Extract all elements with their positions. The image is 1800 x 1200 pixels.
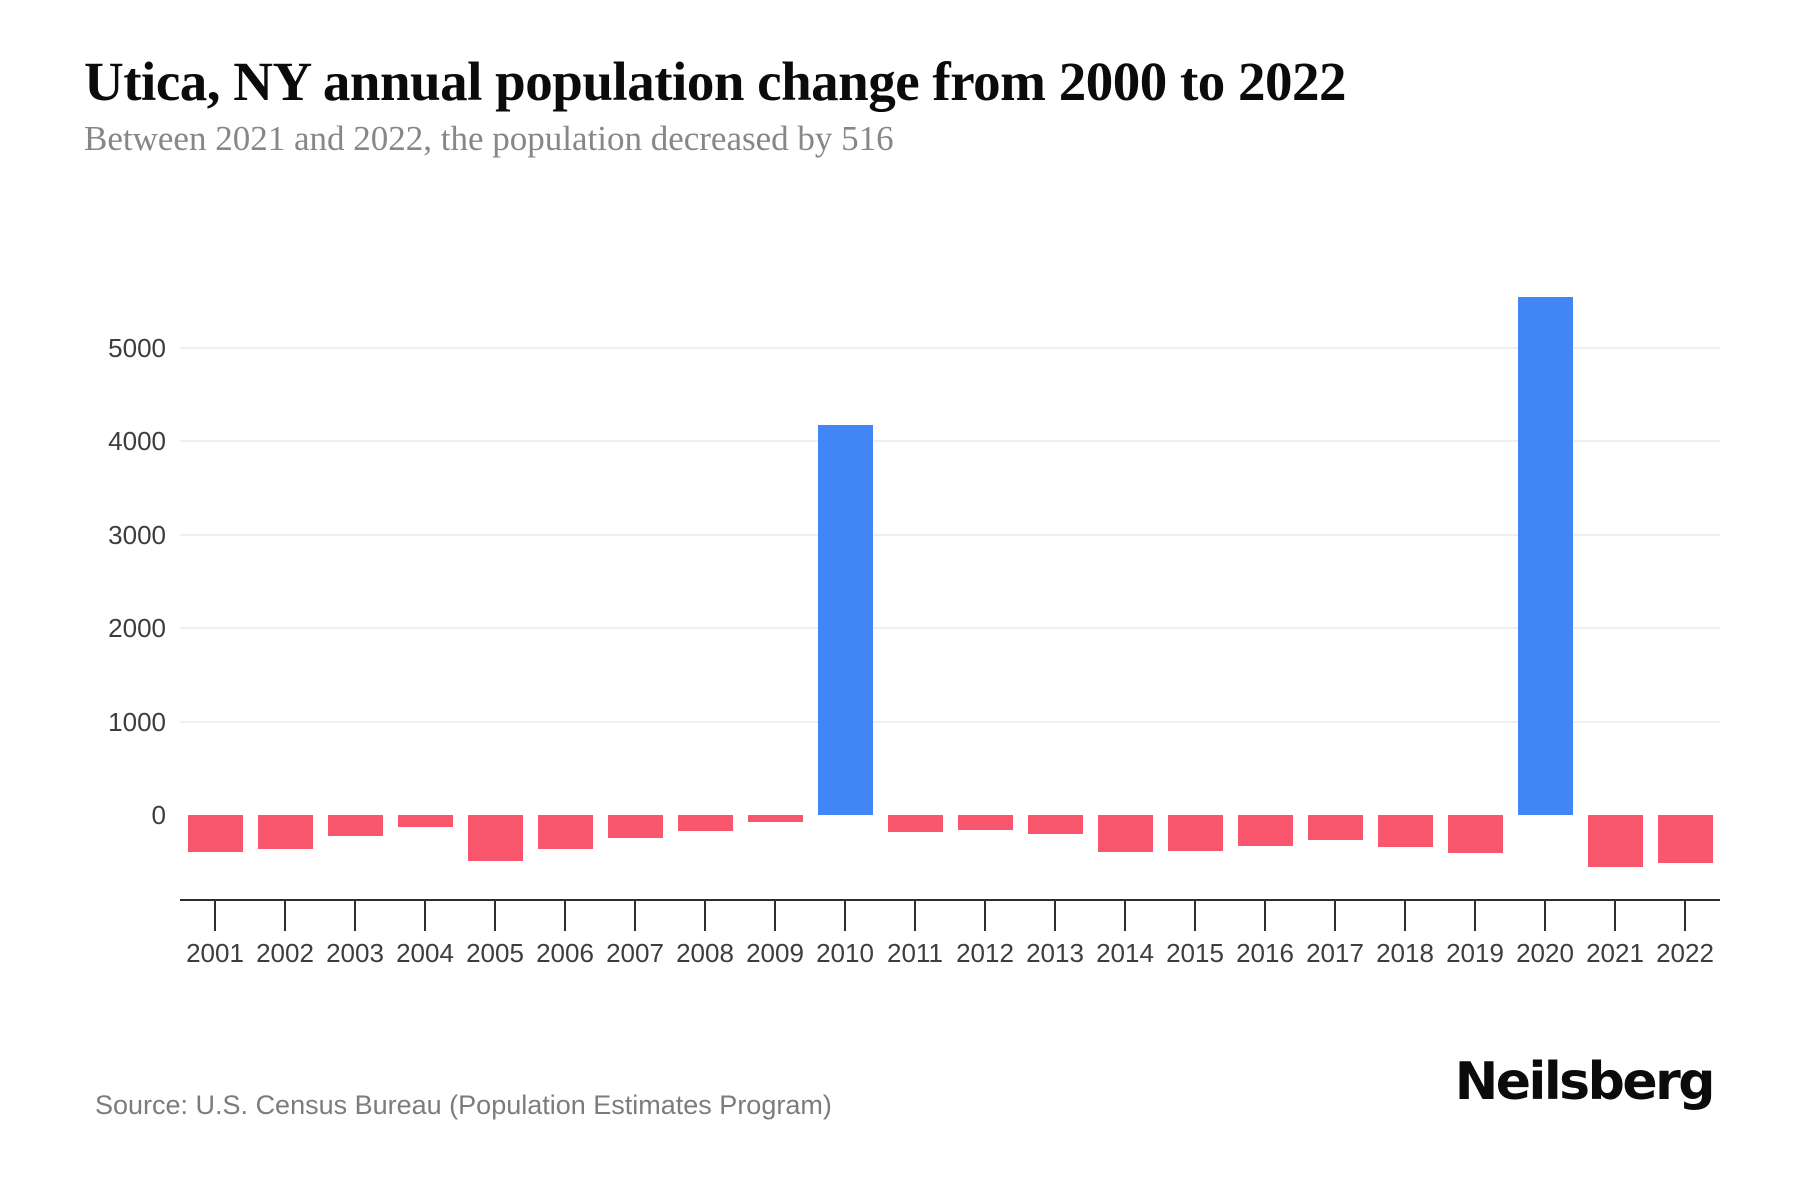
y-axis-label-4000: 4000 [108, 426, 166, 457]
y-axis-label-2000: 2000 [108, 613, 166, 644]
x-axis-label-2011: 2011 [887, 938, 943, 968]
x-axis-label-2001: 2001 [186, 938, 244, 968]
x-axis-label-2005: 2005 [466, 938, 524, 968]
y-axis-label-3000: 3000 [108, 519, 166, 550]
bar-2018[interactable] [1377, 815, 1433, 848]
chart-subtitle: Between 2021 and 2022, the population de… [84, 119, 894, 158]
x-axis-tick-2008 [704, 901, 706, 931]
x-axis-label-2010: 2010 [816, 938, 874, 968]
x-axis-label-2003: 2003 [326, 938, 384, 968]
bar-2015[interactable] [1167, 815, 1223, 851]
bar-2007[interactable] [607, 815, 663, 839]
bar-2022[interactable] [1657, 815, 1713, 864]
x-axis-tick-2014 [1124, 901, 1126, 931]
gridline-5000 [180, 347, 1720, 349]
x-axis-tick-2010 [844, 901, 846, 931]
x-axis-tick-2021 [1614, 901, 1616, 931]
x-axis-label-2007: 2007 [606, 938, 664, 968]
bar-2014[interactable] [1097, 815, 1153, 853]
x-axis-tick-2020 [1544, 901, 1546, 931]
y-axis-label-0: 0 [151, 800, 166, 830]
x-axis-tick-2018 [1404, 901, 1406, 931]
x-axis-label-2004: 2004 [396, 938, 454, 968]
x-axis-label-2020: 2020 [1516, 938, 1574, 968]
y-axis-label-1000: 1000 [108, 706, 166, 737]
source-note: Source: U.S. Census Bureau (Population E… [95, 1090, 832, 1120]
bar-2001[interactable] [187, 815, 243, 853]
x-axis-label-2016: 2016 [1236, 938, 1294, 968]
bar-2006[interactable] [537, 815, 593, 849]
x-axis-tick-2013 [1054, 901, 1056, 931]
bar-2002[interactable] [257, 815, 313, 849]
gridline-3000 [180, 533, 1720, 536]
neilsberg-logo: Neilsberg [1454, 1052, 1716, 1112]
x-axis-label-2017: 2017 [1306, 938, 1364, 968]
x-axis-tick-2005 [494, 901, 496, 931]
x-axis-label-2006: 2006 [536, 938, 594, 968]
x-axis-tick-2009 [774, 901, 776, 931]
x-axis-label-2009: 2009 [746, 938, 804, 968]
bar-2010[interactable] [817, 425, 873, 815]
x-axis-tick-2015 [1194, 901, 1196, 931]
x-axis-tick-2004 [424, 901, 426, 931]
bar-2019[interactable] [1447, 815, 1503, 853]
x-axis-label-2019: 2019 [1446, 938, 1504, 968]
gridline-4000 [180, 440, 1720, 443]
bar-2005[interactable] [467, 815, 523, 861]
x-axis-tick-2006 [564, 901, 566, 931]
x-axis-tick-2003 [354, 901, 356, 931]
x-axis-tick-2007 [634, 901, 636, 931]
x-axis-tick-2016 [1264, 901, 1266, 931]
bar-2003[interactable] [327, 815, 383, 836]
x-axis-line [180, 899, 1720, 901]
x-axis-tick-2002 [284, 901, 286, 931]
x-axis-tick-2012 [984, 901, 986, 931]
x-axis-label-2012: 2012 [956, 938, 1014, 968]
chart-title: Utica, NY annual population change from … [84, 51, 1347, 112]
x-axis-tick-2019 [1474, 901, 1476, 931]
x-axis-tick-2017 [1334, 901, 1336, 931]
y-axis-label-5000: 5000 [108, 333, 166, 363]
bar-2009[interactable] [747, 815, 803, 822]
gridline-1000 [180, 720, 1720, 723]
x-axis-tick-2022 [1684, 901, 1686, 931]
bar-2017[interactable] [1307, 815, 1363, 841]
x-axis-label-2015: 2015 [1166, 938, 1224, 968]
x-axis-label-2008: 2008 [676, 938, 734, 968]
bar-2004[interactable] [397, 815, 453, 828]
bar-2020[interactable] [1517, 297, 1573, 815]
x-axis-label-2021: 2021 [1586, 938, 1644, 968]
x-axis-label-2002: 2002 [256, 938, 314, 968]
bar-2021[interactable] [1587, 815, 1643, 867]
x-axis-label-2022: 2022 [1656, 938, 1714, 968]
bar-2016[interactable] [1237, 815, 1293, 846]
x-axis-label-2014: 2014 [1096, 938, 1154, 968]
x-axis-tick-2001 [214, 901, 216, 931]
bar-2011[interactable] [887, 815, 943, 833]
bar-2008[interactable] [677, 815, 733, 832]
x-axis-label-2013: 2013 [1026, 938, 1084, 968]
x-axis-label-2018: 2018 [1376, 938, 1434, 968]
x-axis-tick-2011 [914, 901, 916, 931]
bar-2013[interactable] [1027, 815, 1083, 834]
bar-2012[interactable] [957, 815, 1013, 830]
gridline-2000 [180, 627, 1720, 630]
